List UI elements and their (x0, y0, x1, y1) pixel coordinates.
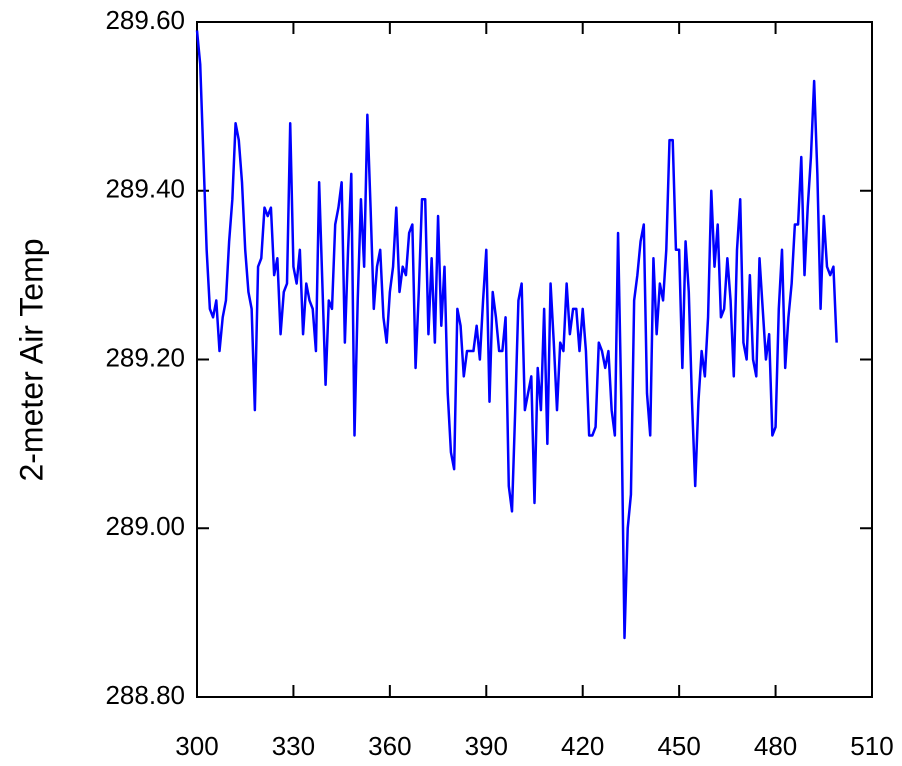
x-tick-label: 300 (175, 731, 218, 761)
x-tick-label: 360 (368, 731, 411, 761)
y-tick-label: 288.80 (105, 680, 185, 710)
y-tick-label: 289.60 (105, 5, 185, 35)
y-tick-label: 289.20 (105, 342, 185, 372)
x-tick-label: 450 (657, 731, 700, 761)
x-tick-label: 480 (754, 731, 797, 761)
y-axis-label: 2-meter Air Temp (13, 238, 49, 481)
data-line (195, 30, 838, 640)
x-tick-label: 510 (850, 731, 893, 761)
x-tick-label: 390 (465, 731, 508, 761)
x-tick-label: 330 (272, 731, 315, 761)
y-tick-label: 289.00 (105, 511, 185, 541)
x-tick-label: 420 (561, 731, 604, 761)
y-tick-label: 289.40 (105, 174, 185, 204)
